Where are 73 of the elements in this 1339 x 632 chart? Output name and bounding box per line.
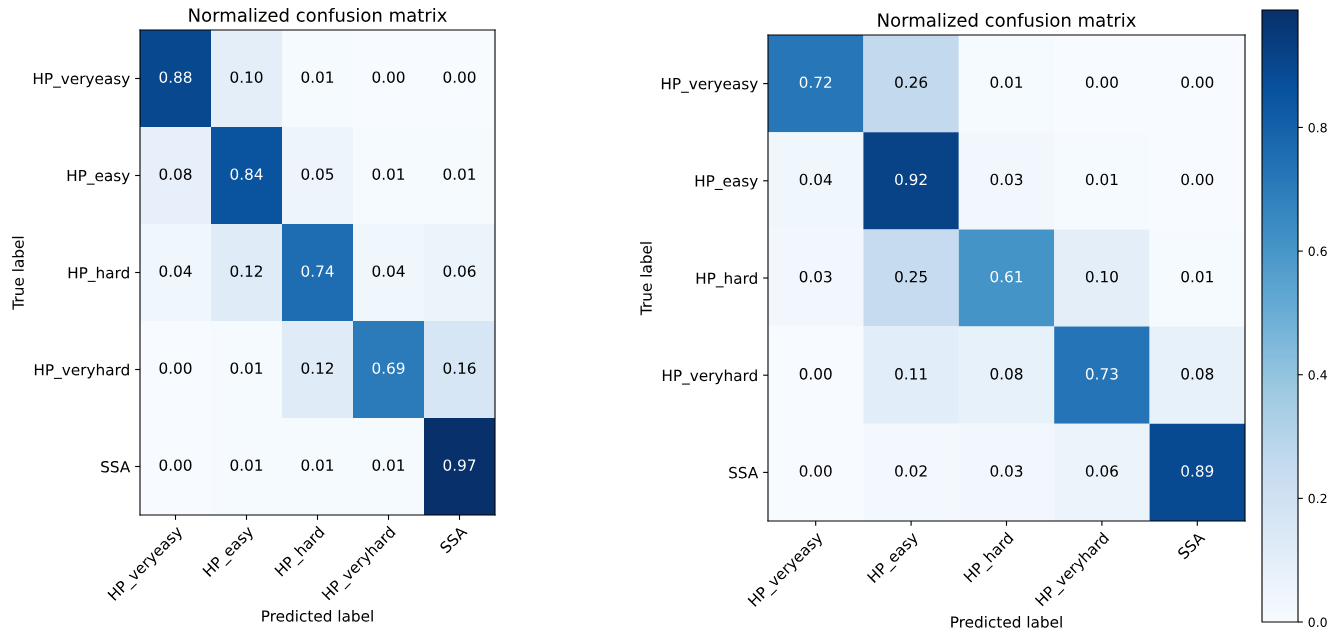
data-label: 0.08 [1181,368,1214,380]
data-label: 0.00 [372,71,405,83]
chart-title: Normalized confusion matrix [878,12,1136,27]
data-label: 0.01 [372,168,405,180]
y-tick-label: HP_veryhard [662,369,757,385]
chart-title: Normalized confusion matrix [189,7,447,22]
data-label: 0.01 [443,168,476,180]
data-label: 0.16 [443,362,476,374]
color-bar-label: 0.6 [1308,246,1327,257]
color-bar-label: 0.0 [1308,617,1327,627]
data-label: 0.89 [1181,465,1214,477]
data-label: 0.01 [301,459,334,471]
y-axis-title: True label [12,236,24,310]
data-label: 0.01 [990,76,1023,89]
data-label: 0.10 [1085,270,1118,283]
color-bar-label: 0.2 [1308,493,1327,504]
y-tick-label: SSA [729,466,759,479]
x-tick-label: SSA [1176,531,1206,560]
data-label: 0.72 [799,76,832,89]
data-label: 0.03 [990,465,1023,477]
data-label: 0.00 [799,465,832,477]
data-label: 0.03 [990,173,1023,186]
data-label: 0.88 [159,71,192,83]
data-label: 0.25 [895,270,927,283]
y-tick-label: HP_hard [696,272,757,288]
data-label: 0.01 [1181,270,1213,283]
data-label: 0.01 [1085,173,1118,186]
data-label: 0.97 [443,459,476,471]
y-tick-label: HP_hard [68,266,129,282]
data-label: 0.73 [1085,368,1118,380]
y-tick-label: HP_veryeasy [661,78,758,93]
data-label: 0.11 [895,368,927,380]
x-axis-title: Predicted label [262,609,373,622]
data-label: 0.00 [159,459,192,471]
data-label: 0.74 [301,265,334,277]
data-label: 0.12 [230,265,262,277]
data-label: 0.04 [372,265,405,277]
y-tick-label: HP_veryeasy [33,72,130,88]
data-label: 0.06 [1085,465,1118,477]
data-label: 0.01 [372,459,405,471]
data-label: 0.92 [895,173,927,186]
data-label: 0.00 [159,362,192,374]
data-label: 0.02 [895,465,927,477]
data-label: 0.10 [230,71,263,83]
data-label: 0.01 [230,459,263,471]
data-label: 0.69 [372,362,405,374]
data-label: 0.05 [301,168,334,180]
data-label: 0.04 [799,173,832,186]
x-axis-title: Predicted label [951,615,1062,628]
data-label: 0.01 [301,71,334,83]
y-axis-title: True label [640,242,652,316]
data-label: 0.08 [990,368,1023,380]
data-label: 0.12 [301,362,333,374]
data-label: 0.04 [159,265,192,277]
data-label: 0.26 [895,76,928,89]
color-bar-label: 0.4 [1308,370,1327,380]
data-label: 0.03 [799,270,832,283]
data-label: 0.84 [230,168,263,180]
y-tick-label: HP_easy [67,169,130,185]
data-label: 0.00 [1181,173,1214,186]
y-tick-label: HP_easy [695,175,758,190]
data-label: 0.06 [443,265,476,277]
data-label: 0.00 [1085,76,1118,89]
x-tick-label: SSA [439,525,468,554]
data-label: 0.61 [990,270,1023,283]
data-label: 0.00 [1181,76,1214,89]
data-label: 0.00 [799,368,832,380]
y-tick-label: HP_veryhard [34,363,129,379]
y-tick-label: SSA [101,460,131,473]
data-label: 0.08 [159,168,192,180]
color-bar-label: 0.8 [1308,122,1327,133]
data-label: 0.01 [230,362,263,374]
data-label: 0.00 [443,71,476,83]
